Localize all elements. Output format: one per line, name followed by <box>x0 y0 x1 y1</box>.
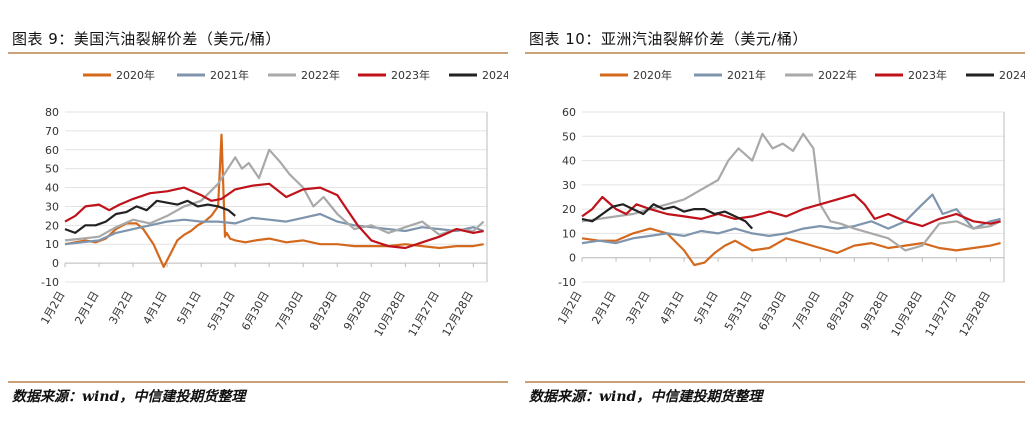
y-tick-label: 40 <box>562 155 576 168</box>
x-tick-label: 5月1日 <box>174 289 203 327</box>
y-tick-label: -10 <box>558 276 576 289</box>
x-tick-label: 7月30日 <box>790 289 823 333</box>
x-tick-label: 3月2日 <box>623 289 652 327</box>
x-tick-label: 1月2日 <box>555 289 584 327</box>
y-tick-label: 10 <box>562 227 576 240</box>
x-tick-label: 5月31日 <box>205 289 238 333</box>
y-tick-label: 30 <box>45 200 59 213</box>
x-tick-label: 2月1日 <box>589 289 618 327</box>
legend-label: 2021年 <box>210 68 249 82</box>
y-tick-label: 30 <box>562 179 576 192</box>
series-line-2022年 <box>581 132 1002 252</box>
x-tick-label: 4月1日 <box>140 289 169 327</box>
x-tick-label: 5月31日 <box>722 289 755 333</box>
legend-label: 2020年 <box>116 68 155 82</box>
y-tick-label: -10 <box>41 276 59 289</box>
x-tick-label: 8月29日 <box>824 289 857 333</box>
legend-label: 2024年 <box>482 68 508 82</box>
data-source: 数据来源：wind，中信建投期货整理 <box>529 389 763 405</box>
series-line-2024年 <box>64 199 236 234</box>
y-tick-label: 10 <box>45 238 59 251</box>
source-divider <box>8 381 508 383</box>
chart-legend: 2020年 2021年 2022年 2023年 2024年 <box>83 68 508 82</box>
series-line-2020年 <box>64 133 484 268</box>
x-tick-label: 11月27日 <box>923 289 959 339</box>
x-tick-label: 11月27日 <box>406 289 442 339</box>
series-line-2020年 <box>581 227 1001 267</box>
chart-title: 图表 9：美国汽油裂解价差（美元/桶） <box>12 30 281 48</box>
series-group <box>64 133 485 268</box>
source-divider <box>525 381 1025 383</box>
x-tick-label: 9月28日 <box>341 289 374 333</box>
series-line-2021年 <box>581 193 1001 245</box>
x-tick-label: 9月28日 <box>858 289 891 333</box>
y-tick-label: 0 <box>569 252 576 265</box>
x-tick-label: 5月1日 <box>691 289 720 327</box>
chart-title: 图表 10：亚洲汽油裂解价差（美元/桶） <box>529 30 808 48</box>
legend-label: 2022年 <box>818 68 857 82</box>
chart-legend: 2020年 2021年 2022年 2023年 2024年 <box>600 68 1025 82</box>
x-tick-label: 6月30日 <box>756 289 789 333</box>
x-tick-label: 12月28日 <box>440 289 476 339</box>
title-divider <box>8 52 508 54</box>
data-source: 数据来源：wind，中信建投期货整理 <box>12 389 246 405</box>
series-group <box>581 132 1002 267</box>
series-line-2023年 <box>64 182 484 250</box>
y-axis: -10 0 10 20 30 40 50 60 70 80 <box>41 106 488 289</box>
legend-label: 2020年 <box>633 68 672 82</box>
y-tick-label: 50 <box>45 163 59 176</box>
series-line-2022年 <box>64 148 485 242</box>
y-tick-label: 50 <box>562 130 576 143</box>
y-tick-label: 60 <box>562 106 576 119</box>
chart-panel-us: 图表 9：美国汽油裂解价差（美元/桶） 2020年 2021年 2022年 2023年… <box>0 0 508 431</box>
legend-label: 2023年 <box>391 68 430 82</box>
x-tick-label: 10月28日 <box>889 289 925 339</box>
y-tick-label: 80 <box>45 106 59 119</box>
y-tick-label: 0 <box>52 257 59 270</box>
x-tick-label: 7月30日 <box>273 289 306 333</box>
y-tick-label: 60 <box>45 144 59 157</box>
chart-panel-asia: 图表 10：亚洲汽油裂解价差（美元/桶） 2020年 2021年 2022年 2023… <box>517 0 1025 431</box>
x-tick-label: 4月1日 <box>657 289 686 327</box>
legend-label: 2023年 <box>908 68 947 82</box>
y-tick-label: 70 <box>45 125 59 138</box>
series-line-2021年 <box>64 212 484 246</box>
x-axis: 1月2日 2月1日 3月2日 4月1日 5月1日 5月31日 6月30日 7月30日 8月29日… <box>38 263 476 339</box>
y-tick-label: 20 <box>562 203 576 216</box>
legend-label: 2022年 <box>301 68 340 82</box>
series-line-2023年 <box>581 193 1001 228</box>
x-tick-label: 10月28日 <box>372 289 408 339</box>
y-tick-label: 20 <box>45 219 59 232</box>
legend-label: 2024年 <box>999 68 1025 82</box>
series-line-2024年 <box>581 203 754 230</box>
x-tick-label: 2月1日 <box>72 289 101 327</box>
asia-gasoline-crack-chart: 2020年 2021年 2022年 2023年 2024年 -10 0 10 20 30 40 50 6… <box>555 68 1025 339</box>
x-tick-label: 1月2日 <box>38 289 67 327</box>
us-gasoline-crack-chart: 2020年 2021年 2022年 2023年 2024年 -10 0 10 20 30 40 50 6… <box>38 68 508 339</box>
x-axis: 1月2日 2月1日 3月2日 4月1日 5月1日 5月31日 6月30日 7月30日 8月29日… <box>555 257 993 339</box>
legend-label: 2021年 <box>727 68 766 82</box>
x-tick-label: 8月29日 <box>307 289 340 333</box>
title-divider <box>525 52 1025 54</box>
x-tick-label: 6月30日 <box>239 289 272 333</box>
x-tick-label: 12月28日 <box>957 289 993 339</box>
y-tick-label: 40 <box>45 182 59 195</box>
x-tick-label: 3月2日 <box>106 289 135 327</box>
y-axis: -10 0 10 20 30 40 50 60 <box>558 106 1005 289</box>
